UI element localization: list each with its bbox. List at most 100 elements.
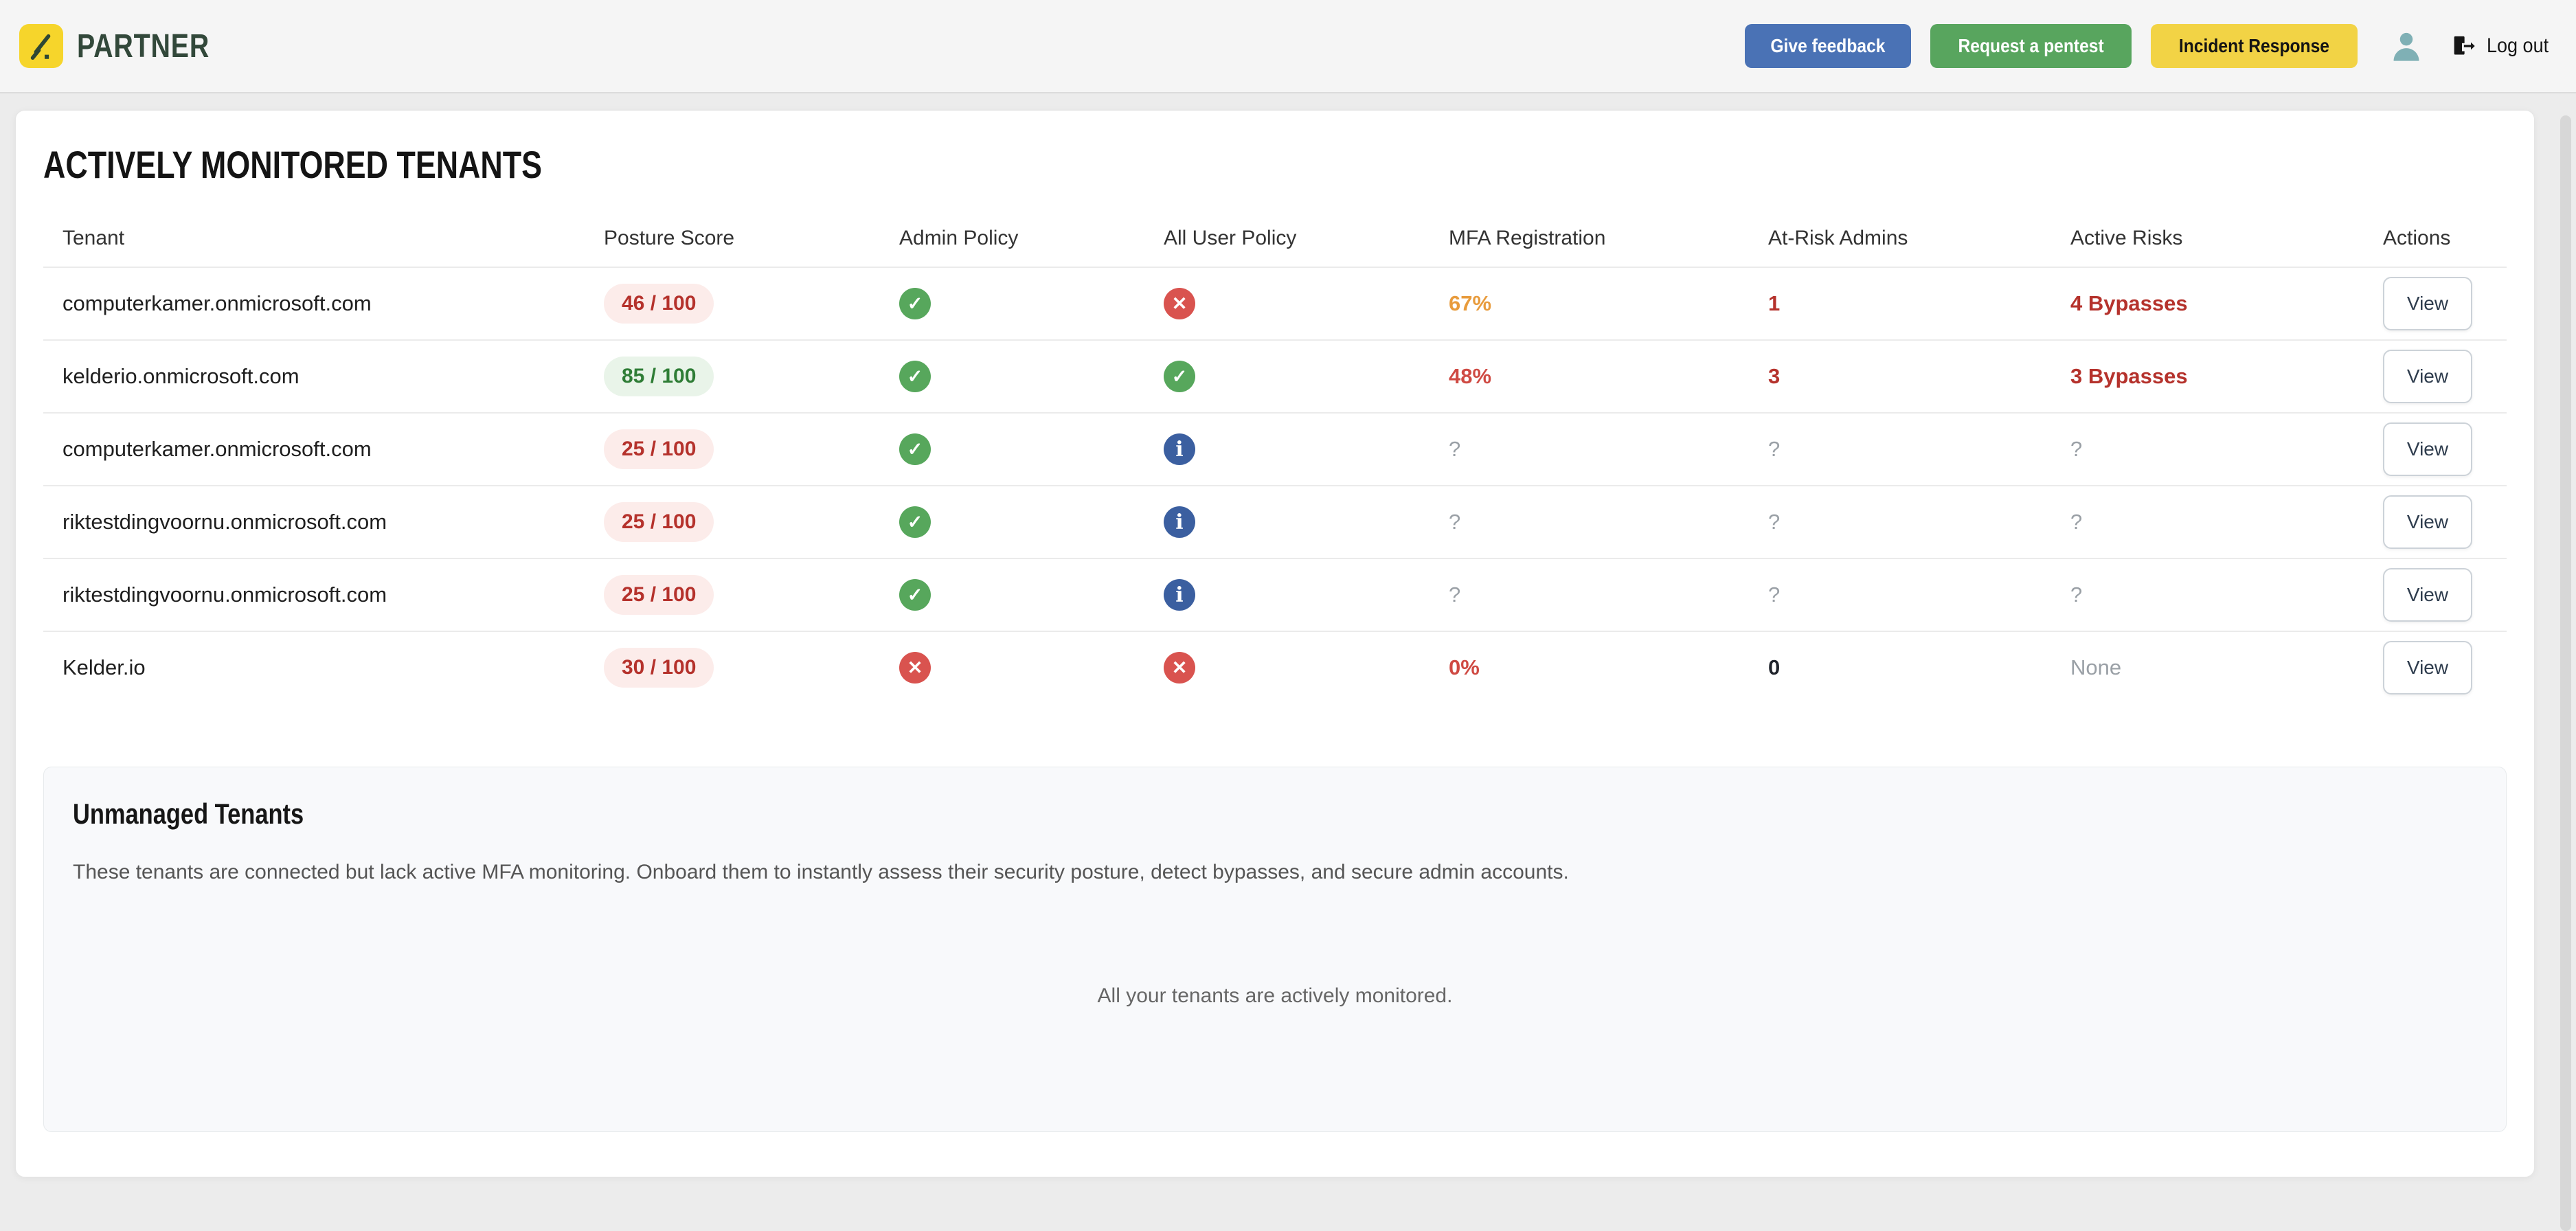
at-risk-admins-cell: 0 xyxy=(1768,655,1781,679)
active-risks-cell: ? xyxy=(2070,437,2083,461)
posture-score-cell: 25 / 100 xyxy=(604,429,899,469)
unmanaged-description: These tenants are connected but lack act… xyxy=(73,861,1569,883)
request-pentest-button[interactable]: Request a pentest xyxy=(1930,24,2132,68)
tenant-cell: computerkamer.onmicrosoft.com xyxy=(63,437,372,461)
posture-score-badge: 85 / 100 xyxy=(604,357,714,396)
scrollbar[interactable] xyxy=(2560,115,2571,1231)
view-button[interactable]: View xyxy=(2383,568,2472,622)
view-button[interactable]: View xyxy=(2383,641,2472,694)
monitored-tenants-card: ACTIVELY MONITORED TENANTS Tenant Posture… xyxy=(15,110,2535,1177)
brand: PARTNER xyxy=(19,24,238,68)
mfa-registration-cell: ? xyxy=(1449,510,1461,534)
table-row: kelderio.onmicrosoft.com 85 / 100 ✓ ✓ 48% 3 3 … xyxy=(43,339,2507,412)
user-avatar-icon[interactable] xyxy=(2388,27,2425,65)
at-risk-admins-cell: ? xyxy=(1768,583,1781,607)
admin-policy-cell: ✓ xyxy=(899,579,1164,611)
actions-cell: View xyxy=(2383,495,2487,549)
unmanaged-empty-message: All your tenants are actively monitored. xyxy=(1097,984,1453,1007)
all-user-policy-cell: ✕ xyxy=(1164,652,1449,684)
tenant-cell: kelderio.onmicrosoft.com xyxy=(63,364,300,388)
info-icon: i xyxy=(1164,433,1195,465)
mfa-registration-cell: 48% xyxy=(1449,364,1492,388)
header-actions: Give feedback Request a pentest Incident… xyxy=(1744,24,2555,68)
check-icon: ✓ xyxy=(1164,361,1195,392)
tenant-cell: Kelder.io xyxy=(63,655,146,679)
active-risks-cell: ? xyxy=(2070,510,2083,534)
logout-label: Log out xyxy=(2486,34,2549,57)
all-user-policy-cell: i xyxy=(1164,506,1449,538)
at-risk-admins-cell: ? xyxy=(1768,437,1781,461)
active-risks-cell: 3 Bypasses xyxy=(2070,364,2188,388)
partner-logo-icon xyxy=(19,24,63,68)
view-button[interactable]: View xyxy=(2383,277,2472,330)
section-title: ACTIVELY MONITORED TENANTS xyxy=(43,143,543,186)
table-row: riktestdingvoornu.onmicrosoft.com 25 / 10… xyxy=(43,485,2507,558)
incident-response-button[interactable]: Incident Response xyxy=(2150,24,2358,68)
view-button[interactable]: View xyxy=(2383,350,2472,403)
all-user-policy-cell: i xyxy=(1164,433,1449,465)
active-risks-cell: None xyxy=(2070,655,2122,679)
mfa-registration-cell: ? xyxy=(1449,583,1461,607)
actions-cell: View xyxy=(2383,277,2487,330)
posture-score-cell: 25 / 100 xyxy=(604,502,899,542)
tenant-cell: riktestdingvoornu.onmicrosoft.com xyxy=(63,583,387,607)
column-header-4: MFA Registration xyxy=(1449,227,1606,249)
actions-cell: View xyxy=(2383,641,2487,694)
cross-icon: ✕ xyxy=(1164,288,1195,319)
check-icon: ✓ xyxy=(899,433,931,465)
table-header-row: Tenant Posture Score Admin Policy All User … xyxy=(43,210,2507,267)
posture-score-cell: 25 / 100 xyxy=(604,575,899,615)
app-header: PARTNER Give feedback Request a pentest … xyxy=(0,0,2576,93)
posture-score-badge: 46 / 100 xyxy=(604,284,714,324)
actions-cell: View xyxy=(2383,422,2487,476)
table-row: Kelder.io 30 / 100 ✕ ✕ 0% 0 None View xyxy=(43,631,2507,703)
tenant-cell: computerkamer.onmicrosoft.com xyxy=(63,291,372,315)
logout-button[interactable]: Log out xyxy=(2450,32,2555,60)
mfa-registration-cell: 67% xyxy=(1449,291,1492,315)
tenant-cell: riktestdingvoornu.onmicrosoft.com xyxy=(63,510,387,534)
column-header-2: Admin Policy xyxy=(899,227,1019,249)
all-user-policy-cell: ✕ xyxy=(1164,288,1449,319)
all-user-policy-cell: ✓ xyxy=(1164,361,1449,392)
request-pentest-label: Request a pentest xyxy=(1958,35,2104,56)
actions-cell: View xyxy=(2383,350,2487,403)
posture-score-cell: 30 / 100 xyxy=(604,648,899,688)
posture-score-cell: 46 / 100 xyxy=(604,284,899,324)
posture-score-badge: 25 / 100 xyxy=(604,575,714,615)
give-feedback-label: Give feedback xyxy=(1770,35,1886,56)
info-icon: i xyxy=(1164,506,1195,538)
table-row: computerkamer.onmicrosoft.com 25 / 100 ✓ i?… xyxy=(43,412,2507,485)
view-button[interactable]: View xyxy=(2383,495,2472,549)
column-header-6: Active Risks xyxy=(2070,227,2183,249)
table-row: computerkamer.onmicrosoft.com 46 / 100 ✓ ✕ 6… xyxy=(43,267,2507,339)
active-risks-cell: 4 Bypasses xyxy=(2070,291,2188,315)
logout-icon xyxy=(2450,32,2477,60)
unmanaged-title: Unmanaged Tenants xyxy=(73,798,304,830)
posture-score-cell: 85 / 100 xyxy=(604,357,899,396)
incident-response-label: Incident Response xyxy=(2178,35,2329,56)
column-header-3: All User Policy xyxy=(1164,227,1297,249)
admin-policy-cell: ✓ xyxy=(899,361,1164,392)
column-header-0: Tenant xyxy=(63,227,125,249)
column-header-1: Posture Score xyxy=(604,227,735,249)
check-icon: ✓ xyxy=(899,579,931,611)
unmanaged-tenants-card: Unmanaged Tenants These tenants are conn… xyxy=(43,767,2507,1132)
cross-icon: ✕ xyxy=(1164,652,1195,684)
column-header-5: At-Risk Admins xyxy=(1768,227,1908,249)
posture-score-badge: 25 / 100 xyxy=(604,502,714,542)
admin-policy-cell: ✓ xyxy=(899,506,1164,538)
view-button[interactable]: View xyxy=(2383,422,2472,476)
posture-score-badge: 25 / 100 xyxy=(604,429,714,469)
check-icon: ✓ xyxy=(899,361,931,392)
info-icon: i xyxy=(1164,579,1195,611)
brand-name: PARTNER xyxy=(77,27,210,65)
mfa-registration-cell: ? xyxy=(1449,437,1461,461)
give-feedback-button[interactable]: Give feedback xyxy=(1744,24,1911,68)
cross-icon: ✕ xyxy=(899,652,931,684)
check-icon: ✓ xyxy=(899,506,931,538)
at-risk-admins-cell: 3 xyxy=(1768,364,1781,388)
at-risk-admins-cell: 1 xyxy=(1768,291,1781,315)
table-row: riktestdingvoornu.onmicrosoft.com 25 / 10… xyxy=(43,558,2507,631)
admin-policy-cell: ✓ xyxy=(899,288,1164,319)
all-user-policy-cell: i xyxy=(1164,579,1449,611)
